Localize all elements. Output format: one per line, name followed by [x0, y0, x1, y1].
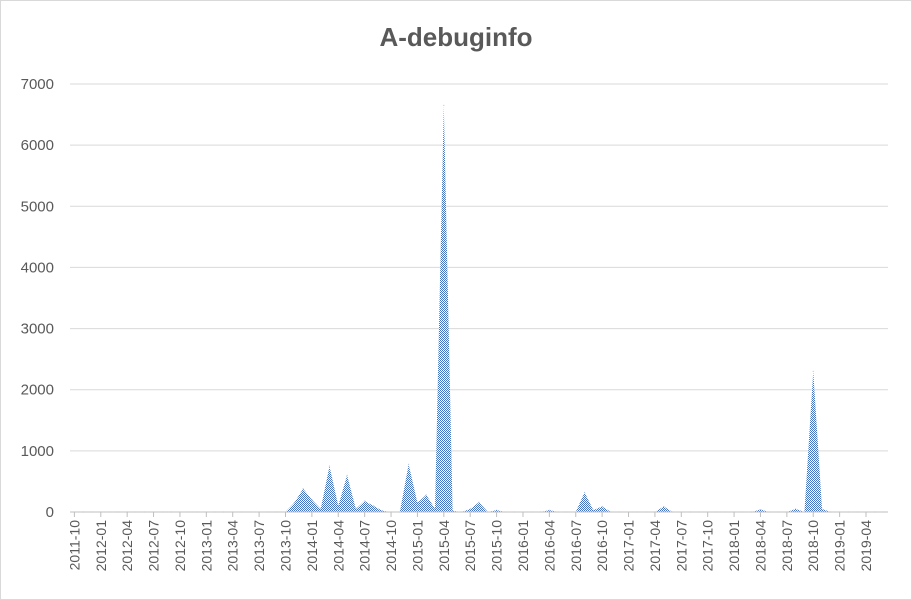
x-tick-label: 2018-07: [779, 520, 795, 572]
x-tick-label: 2012-04: [119, 520, 135, 572]
x-tick-label: 2016-07: [568, 520, 584, 572]
x-tick-label: 2015-07: [462, 520, 478, 572]
data-point: [601, 505, 603, 508]
data-point: [663, 505, 665, 508]
x-tick-label: 2016-10: [594, 520, 610, 572]
x-tick-label: 2013-04: [225, 520, 241, 572]
data-point: [425, 494, 427, 496]
data-point: [355, 508, 357, 510]
y-tick-label: 2000: [21, 382, 54, 399]
data-point: [469, 508, 471, 510]
y-tick-label: 4000: [21, 259, 54, 276]
y-tick-label: 3000: [21, 321, 54, 338]
data-point: [346, 474, 348, 476]
x-tick-label: 2018-04: [752, 520, 768, 572]
data-point: [328, 465, 331, 467]
x-tick-label: 2011-10: [66, 520, 82, 571]
data-point: [592, 509, 594, 511]
data-point: [812, 370, 814, 372]
x-tick-label: 2014-01: [304, 520, 320, 572]
data-point: [364, 500, 366, 502]
x-tick-label: 2013-01: [198, 520, 214, 572]
y-tick-label: 1000: [21, 443, 54, 460]
data-point: [408, 463, 410, 465]
y-tick-label: 6000: [21, 137, 54, 154]
x-tick-label: 2012-10: [172, 520, 188, 572]
x-tick-label: 2016-01: [515, 520, 531, 572]
x-tick-label: 2017-01: [621, 520, 637, 572]
y-axis-tick-labels: 0 1000 2000 3000 4000 5000 6000 7000: [21, 76, 54, 521]
data-point: [443, 104, 445, 106]
data-point: [302, 488, 304, 490]
data-point: [311, 499, 313, 501]
x-axis: [70, 511, 888, 517]
y-tick-label: 0: [46, 504, 54, 521]
y-tick-label: 5000: [21, 198, 54, 215]
x-tick-label: 2019-01: [832, 520, 848, 572]
x-tick-label: 2015-04: [436, 520, 452, 572]
x-tick-label: 2018-01: [726, 520, 742, 572]
gridlines: [70, 83, 888, 452]
data-point: [452, 510, 454, 512]
x-tick-label: 2013-10: [277, 520, 293, 572]
data-point: [495, 509, 498, 511]
data-point: [434, 508, 436, 510]
data-point: [548, 509, 550, 511]
x-tick-label: 2012-07: [146, 520, 162, 572]
x-tick-label: 2015-01: [409, 520, 425, 572]
x-tick-label: 2015-10: [489, 520, 505, 572]
x-axis-tick-labels: 2011-10 2012-01 2012-04 2012-07 2012-10 2013-…: [66, 520, 874, 572]
data-point: [293, 502, 295, 504]
data-point: [416, 502, 419, 504]
x-tick-label: 2017-07: [673, 520, 689, 572]
data-point: [583, 491, 586, 494]
x-tick-label: 2018-10: [805, 520, 821, 572]
data-point: [372, 505, 375, 507]
data-point: [381, 510, 383, 512]
x-tick-label: 2014-04: [330, 520, 346, 572]
x-tick-label: 2016-04: [541, 520, 557, 572]
x-tick-label: 2017-10: [700, 520, 716, 572]
data-point: [337, 505, 339, 507]
data-point: [478, 501, 480, 503]
x-tick-label: 2019-04: [858, 520, 874, 572]
data-point: [759, 508, 762, 511]
chart-title: A-debuginfo: [379, 22, 533, 52]
y-tick-label: 7000: [21, 76, 54, 93]
data-point: [821, 508, 823, 510]
data-point: [795, 508, 797, 510]
area-series: [73, 104, 885, 513]
x-tick-label: 2014-10: [383, 520, 399, 572]
x-tick-label: 2017-04: [647, 520, 663, 572]
x-tick-label: 2013-07: [251, 520, 267, 572]
x-tick-label: 2014-07: [357, 520, 373, 572]
data-point: [320, 508, 322, 510]
x-tick-label: 2012-01: [93, 520, 109, 572]
